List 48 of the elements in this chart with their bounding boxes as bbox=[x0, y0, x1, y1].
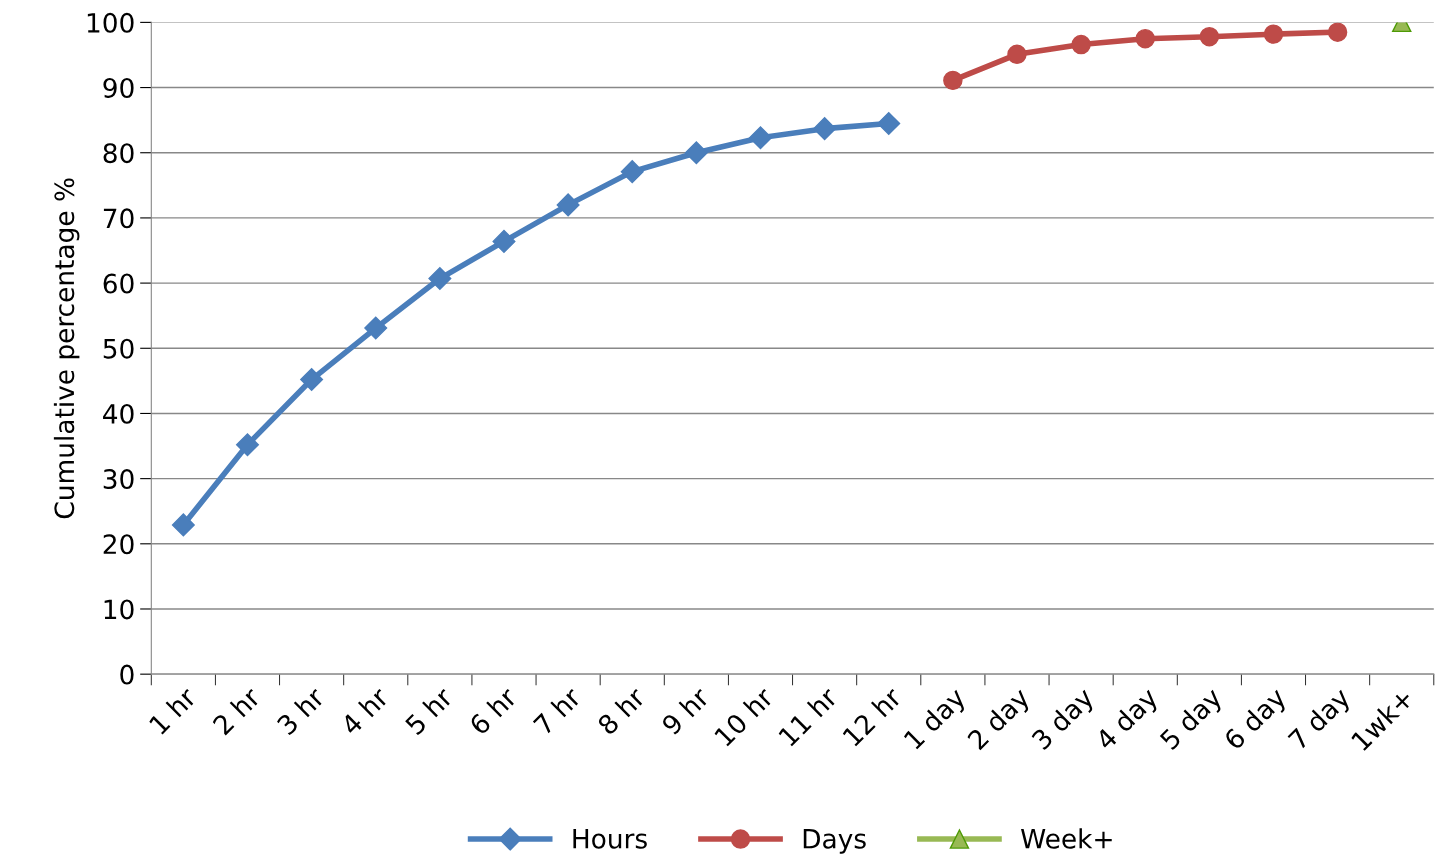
x-tick-label: 9 hr bbox=[660, 685, 711, 736]
point bbox=[1263, 24, 1284, 44]
point bbox=[877, 111, 901, 135]
point bbox=[556, 193, 580, 217]
point bbox=[620, 160, 644, 184]
x-tick-label: 6 hr bbox=[467, 685, 519, 736]
point bbox=[364, 316, 388, 340]
x-tick-label: 3 day bbox=[1030, 685, 1099, 755]
x-tick-label: 4 hr bbox=[339, 685, 390, 736]
point bbox=[428, 267, 452, 291]
x-tick-label: 3 hr bbox=[275, 685, 327, 736]
x-tick-label: 8 hr bbox=[596, 685, 647, 736]
y-axis-title: Cumulative percentage % bbox=[53, 178, 80, 519]
y-tick-label: 30 bbox=[103, 469, 134, 490]
x-tick-label: 10 hr bbox=[713, 685, 775, 747]
legend-label: Week+ bbox=[1021, 828, 1112, 849]
x-tick-label: 11 hr bbox=[777, 685, 839, 747]
legend-label: Hours bbox=[573, 829, 647, 849]
point bbox=[1327, 22, 1348, 42]
point bbox=[1135, 28, 1155, 49]
point bbox=[300, 368, 324, 392]
point bbox=[813, 117, 837, 141]
x-tick-label: 5 hr bbox=[404, 685, 455, 736]
x-tick-label: 5 day bbox=[1158, 685, 1227, 755]
point bbox=[1199, 27, 1220, 47]
y-tick-label: 60 bbox=[103, 273, 134, 294]
point bbox=[492, 229, 516, 253]
y-tick-label: 10 bbox=[104, 599, 134, 620]
point bbox=[171, 513, 195, 537]
point bbox=[943, 70, 963, 91]
y-tick-label: 0 bbox=[120, 664, 134, 685]
point bbox=[684, 141, 708, 165]
y-tick-label: 80 bbox=[103, 143, 134, 164]
point bbox=[1071, 34, 1091, 55]
point bbox=[748, 126, 772, 150]
y-tick-label: 40 bbox=[103, 403, 134, 424]
x-tick-label: 2 hr bbox=[211, 685, 262, 736]
y-tick-label: 70 bbox=[103, 208, 134, 229]
x-tick-label: 1 hr bbox=[148, 685, 198, 735]
point bbox=[1007, 44, 1027, 65]
point bbox=[235, 433, 259, 457]
legend-label: Days bbox=[803, 829, 866, 854]
x-tick-label: 12 hr bbox=[841, 685, 903, 747]
y-tick-label: 20 bbox=[103, 534, 134, 555]
x-tick-label: 7 hr bbox=[532, 685, 583, 736]
y-tick-label: 100 bbox=[87, 12, 134, 33]
y-tick-label: 90 bbox=[103, 78, 134, 98]
y-tick-label: 50 bbox=[103, 338, 134, 359]
